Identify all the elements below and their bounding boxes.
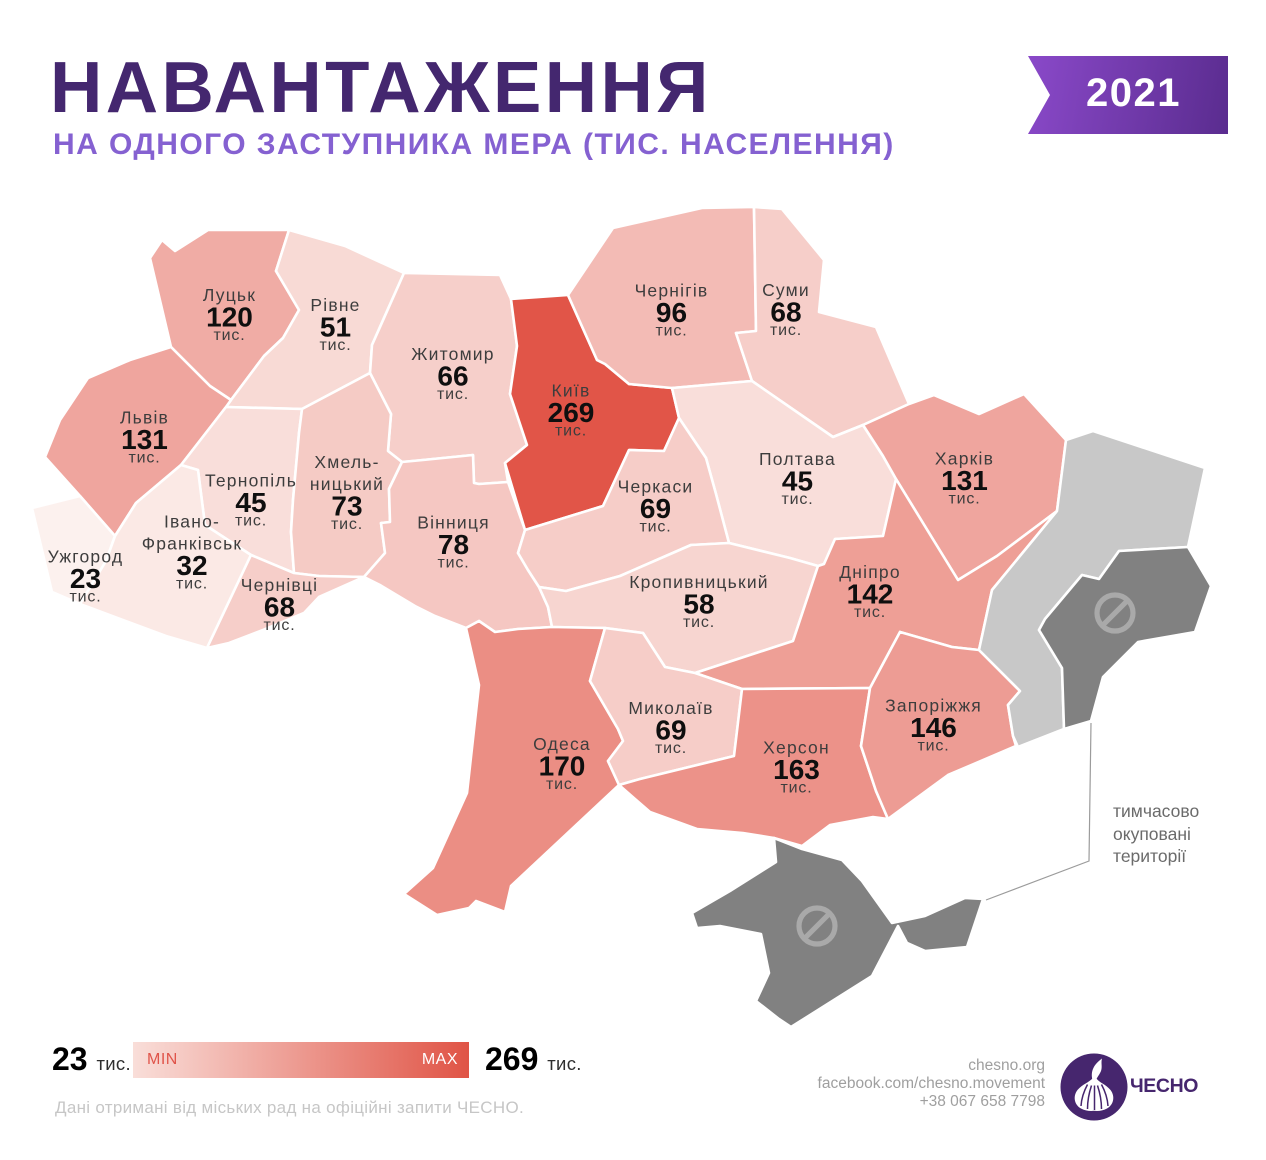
svg-text:Полтава: Полтава: [759, 449, 836, 469]
svg-text:тис.: тис.: [683, 614, 715, 631]
svg-text:32: 32: [176, 550, 207, 581]
svg-text:тис.: тис.: [656, 323, 688, 340]
svg-text:96: 96: [656, 297, 687, 328]
svg-text:58: 58: [683, 589, 714, 620]
svg-text:Суми: Суми: [762, 280, 810, 300]
svg-text:163: 163: [773, 754, 820, 785]
svg-text:Львів: Львів: [120, 408, 169, 428]
svg-text:45: 45: [782, 466, 813, 497]
svg-text:66: 66: [437, 361, 468, 392]
svg-text:Франківськ: Франківськ: [142, 534, 243, 554]
svg-text:Тернопіль: Тернопіль: [205, 471, 297, 491]
svg-text:142: 142: [847, 579, 894, 610]
svg-text:Кропивницький: Кропивницький: [629, 572, 769, 592]
svg-text:тис.: тис.: [320, 337, 352, 354]
svg-text:тис.: тис.: [70, 589, 102, 606]
svg-text:68: 68: [264, 592, 295, 623]
svg-text:78: 78: [438, 529, 469, 560]
svg-text:тис.: тис.: [655, 740, 687, 757]
svg-text:тис.: тис.: [437, 386, 469, 403]
svg-text:Одеса: Одеса: [533, 734, 591, 754]
svg-text:Ужгород: Ужгород: [48, 547, 124, 567]
svg-text:Херсон: Херсон: [763, 738, 830, 758]
svg-text:тис.: тис.: [438, 555, 470, 572]
svg-text:тис.: тис.: [640, 519, 672, 536]
svg-text:Житомир: Житомир: [411, 344, 494, 364]
svg-text:51: 51: [320, 312, 351, 343]
svg-text:Рівне: Рівне: [310, 295, 360, 315]
svg-text:Чернігів: Чернігів: [635, 281, 709, 301]
svg-text:тис.: тис.: [782, 491, 814, 508]
svg-text:тис.: тис.: [176, 576, 208, 593]
svg-text:тис.: тис.: [770, 322, 802, 339]
svg-text:Луцьк: Луцьк: [203, 285, 256, 305]
svg-text:Харків: Харків: [935, 449, 994, 469]
svg-text:146: 146: [910, 712, 957, 743]
svg-text:Миколаїв: Миколаїв: [628, 698, 713, 718]
svg-text:Хмель-: Хмель-: [314, 452, 379, 472]
svg-text:тис.: тис.: [129, 450, 161, 467]
svg-text:тис.: тис.: [949, 491, 981, 508]
svg-text:тис.: тис.: [918, 738, 950, 755]
svg-text:23: 23: [70, 563, 101, 594]
svg-text:269: 269: [548, 397, 595, 428]
svg-text:Чернівці: Чернівці: [241, 575, 319, 595]
svg-text:тис.: тис.: [854, 604, 886, 621]
svg-text:території: території: [1113, 846, 1186, 866]
svg-text:73: 73: [331, 491, 362, 522]
svg-text:68: 68: [770, 297, 801, 328]
svg-text:тис.: тис.: [214, 327, 246, 344]
svg-text:45: 45: [235, 487, 266, 518]
svg-text:120: 120: [206, 302, 253, 333]
svg-text:тис.: тис.: [235, 513, 267, 530]
svg-text:Дніпро: Дніпро: [839, 562, 901, 582]
svg-text:Запоріжжя: Запоріжжя: [885, 696, 982, 716]
svg-text:тис.: тис.: [546, 776, 578, 793]
svg-text:тимчасово: тимчасово: [1113, 801, 1199, 821]
svg-text:тис.: тис.: [781, 780, 813, 797]
svg-text:131: 131: [121, 424, 168, 455]
svg-text:тис.: тис.: [331, 516, 363, 533]
svg-text:тис.: тис.: [555, 423, 587, 440]
svg-text:69: 69: [655, 715, 686, 746]
svg-text:Київ: Київ: [552, 381, 591, 401]
svg-text:ницький: ницький: [310, 474, 384, 494]
svg-text:170: 170: [539, 751, 586, 782]
svg-text:Івано-: Івано-: [164, 512, 220, 532]
svg-text:Черкаси: Черкаси: [618, 477, 694, 497]
svg-text:тис.: тис.: [264, 617, 296, 634]
svg-text:131: 131: [941, 465, 988, 496]
svg-text:Вінниця: Вінниця: [417, 513, 490, 533]
svg-text:69: 69: [640, 493, 671, 524]
svg-text:окуповані: окуповані: [1113, 824, 1191, 844]
